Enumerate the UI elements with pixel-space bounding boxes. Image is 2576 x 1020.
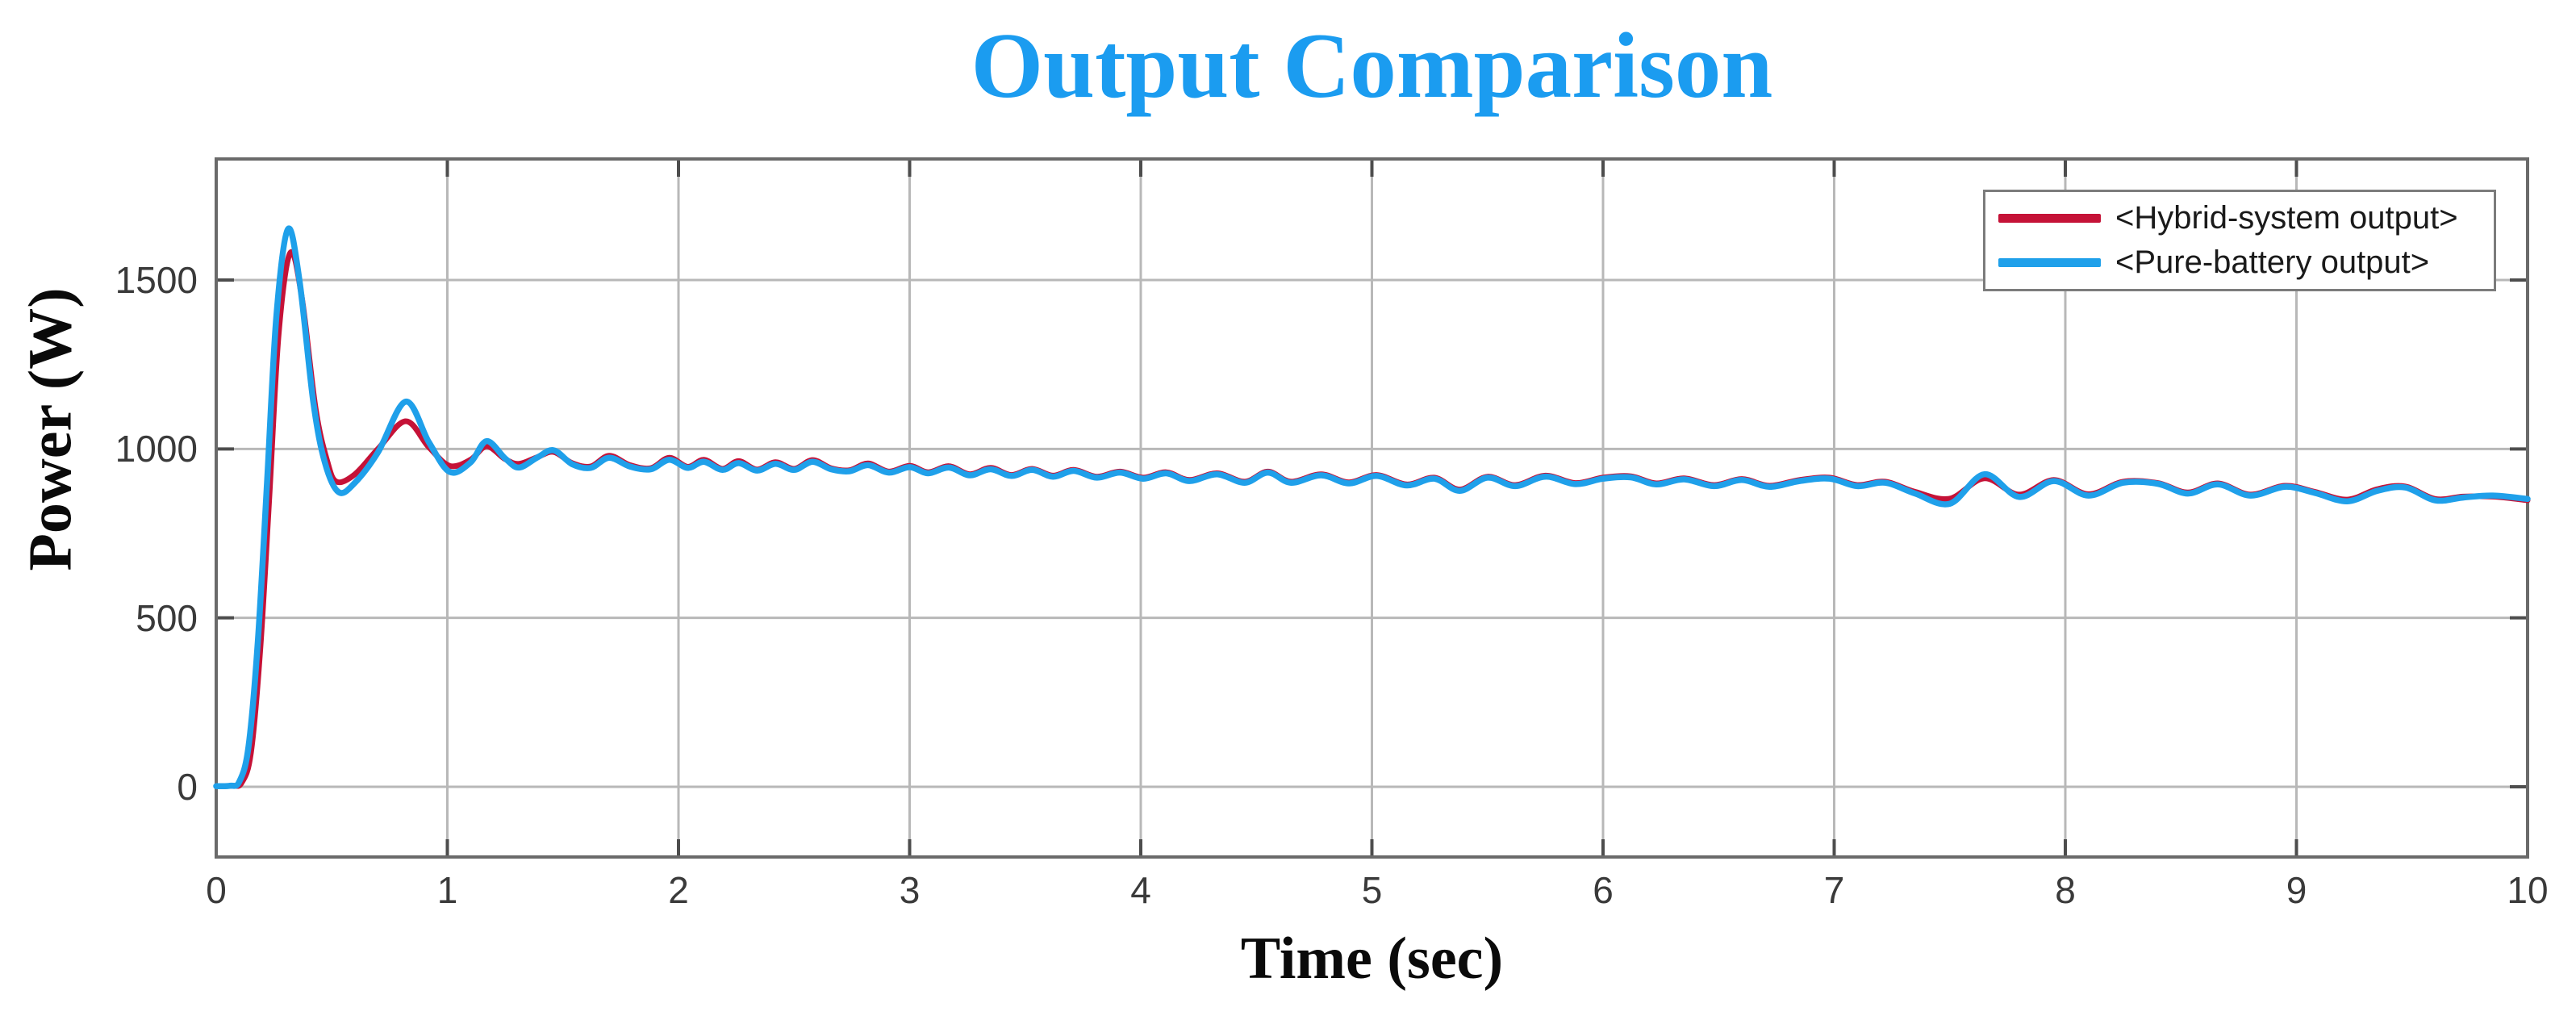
x-tick-label: 0 bbox=[206, 869, 227, 911]
chart-title: Output Comparison bbox=[971, 15, 1773, 117]
plot-frame bbox=[215, 157, 2529, 859]
y-tick-label: 1000 bbox=[115, 428, 198, 470]
x-tick-label: 8 bbox=[2055, 869, 2076, 911]
x-tick-label: 10 bbox=[2507, 869, 2549, 911]
x-tick-label: 6 bbox=[1593, 869, 1614, 911]
x-tick-label: 5 bbox=[1361, 869, 1383, 911]
legend-item-pure-battery: <Pure-battery output> bbox=[1998, 245, 2486, 281]
x-tick-label: 7 bbox=[1823, 869, 1845, 911]
y-tick-label: 1500 bbox=[115, 258, 198, 301]
x-tick-label: 9 bbox=[2286, 869, 2307, 911]
legend-label-pure-battery: <Pure-battery output> bbox=[2115, 245, 2430, 280]
legend: <Hybrid-system output> <Pure-battery out… bbox=[1983, 190, 2496, 291]
y-tick-label: 0 bbox=[177, 766, 198, 808]
x-tick-label: 1 bbox=[436, 869, 458, 911]
legend-item-hybrid-system: <Hybrid-system output> bbox=[1998, 200, 2486, 236]
legend-line-sample-pure-battery bbox=[1998, 258, 2101, 267]
x-axis-title: Time (sec) bbox=[1240, 926, 1504, 992]
legend-line-sample-hybrid bbox=[1998, 214, 2101, 223]
x-tick-label: 3 bbox=[899, 869, 921, 911]
legend-label-hybrid: <Hybrid-system output> bbox=[2115, 200, 2458, 236]
pure-battery-output-line bbox=[213, 225, 2531, 790]
y-tick-label: 500 bbox=[136, 596, 198, 639]
y-axis-title: Power (W) bbox=[16, 287, 85, 571]
x-tick-label: 4 bbox=[1130, 869, 1151, 911]
x-tick-label: 2 bbox=[668, 869, 689, 911]
